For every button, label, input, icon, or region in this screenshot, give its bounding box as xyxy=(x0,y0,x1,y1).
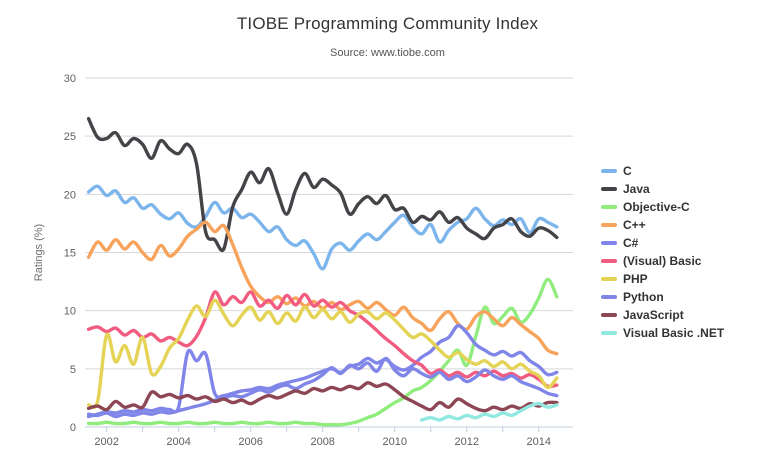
legend-label: C xyxy=(623,164,632,178)
legend: C Java Objective-C C++ C# (Visual) Basic PHP Py… xyxy=(601,162,724,342)
x-axis-label: 2002 xyxy=(94,436,118,448)
legend-item-java[interactable]: Java xyxy=(601,180,724,198)
legend-marker-java xyxy=(601,187,617,191)
y-axis-label: 10 xyxy=(64,306,76,318)
legend-item-javascript[interactable]: JavaScript xyxy=(601,306,724,324)
legend-item-c[interactable]: C++ xyxy=(601,216,724,234)
chart-subtitle: Source: www.tiobe.com xyxy=(330,47,445,59)
series-line-c[interactable] xyxy=(86,184,559,271)
series-line-javascript[interactable] xyxy=(86,381,559,413)
legend-marker-php xyxy=(601,277,617,281)
series-lines xyxy=(86,117,559,427)
legend-marker-python xyxy=(601,295,617,299)
x-axis-label: 2012 xyxy=(455,436,479,448)
y-axis-label: 5 xyxy=(70,364,76,376)
legend-label: PHP xyxy=(623,272,648,286)
series-line-java[interactable] xyxy=(86,117,559,252)
legend-label: Visual Basic .NET xyxy=(623,326,725,340)
y-axis-labels: 0 5 10 15 20 25 30 xyxy=(64,73,76,434)
series-line-objective-c[interactable] xyxy=(86,277,559,427)
legend-label: C++ xyxy=(623,218,646,232)
legend-marker-visual-basic-net xyxy=(601,331,617,335)
y-axis-label: 15 xyxy=(64,248,76,260)
legend-item-objective-c[interactable]: Objective-C xyxy=(601,198,724,216)
y-axis-label: 25 xyxy=(64,131,76,143)
series-line-python[interactable] xyxy=(86,356,559,419)
y-axis-label: 30 xyxy=(64,73,76,85)
series-line-php[interactable] xyxy=(86,298,559,410)
legend-item-c[interactable]: C# xyxy=(601,234,724,252)
x-axis-label: 2006 xyxy=(238,436,262,448)
series-line-c[interactable] xyxy=(86,220,559,356)
legend-label: C# xyxy=(623,236,639,250)
x-axis-ticks xyxy=(106,427,540,432)
legend-label: Java xyxy=(623,182,650,196)
legend-marker-c xyxy=(601,169,617,173)
legend-item-c[interactable]: C xyxy=(601,162,724,180)
legend-marker-objective-c xyxy=(601,205,617,209)
series-line-c[interactable] xyxy=(86,324,559,419)
x-axis-label: 2004 xyxy=(166,436,190,448)
x-axis-label: 2008 xyxy=(310,436,334,448)
legend-item-visual-basic-net[interactable]: Visual Basic .NET xyxy=(601,324,724,342)
series-line-visual-basic-net[interactable] xyxy=(420,401,559,422)
legend-label: JavaScript xyxy=(623,308,684,322)
x-axis-labels: 2002 2004 2006 2008 2010 2012 2014 xyxy=(94,436,551,448)
legend-item-php[interactable]: PHP xyxy=(601,270,724,288)
legend-marker-c xyxy=(601,241,617,245)
legend-marker-c xyxy=(601,223,617,227)
legend-item-visual-basic[interactable]: (Visual) Basic xyxy=(601,252,724,270)
legend-item-python[interactable]: Python xyxy=(601,288,724,306)
x-axis-label: 2014 xyxy=(527,436,551,448)
legend-label: Python xyxy=(623,290,664,304)
y-axis-label: 20 xyxy=(64,189,76,201)
x-axis-label: 2010 xyxy=(382,436,406,448)
legend-label: (Visual) Basic xyxy=(623,254,702,268)
legend-label: Objective-C xyxy=(623,200,690,214)
legend-marker-visual-basic xyxy=(601,259,617,263)
y-axis-title: Ratings (%) xyxy=(33,224,45,281)
y-axis-label: 0 xyxy=(70,422,76,434)
legend-marker-javascript xyxy=(601,313,617,317)
chart-title: TIOBE Programming Community Index xyxy=(236,14,539,33)
